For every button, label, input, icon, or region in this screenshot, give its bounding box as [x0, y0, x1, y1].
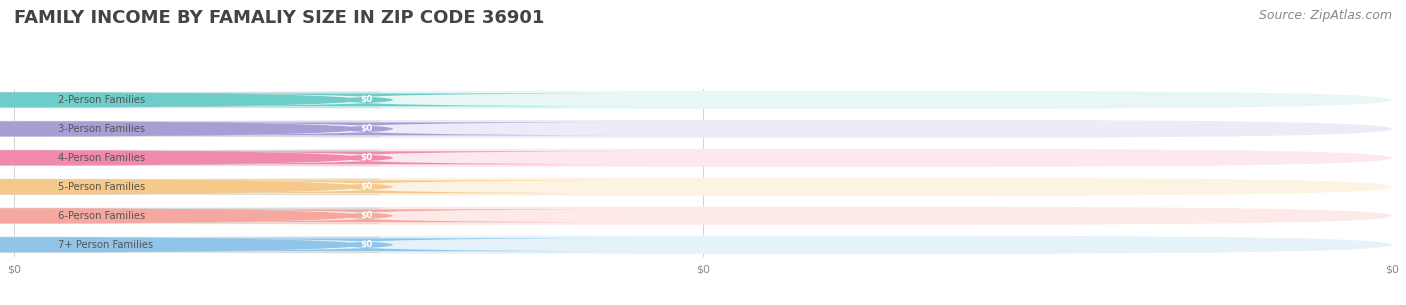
- Text: 6-Person Families: 6-Person Families: [58, 211, 145, 221]
- Text: $0: $0: [360, 124, 373, 133]
- Text: $0: $0: [360, 240, 373, 249]
- FancyBboxPatch shape: [0, 179, 380, 195]
- FancyBboxPatch shape: [86, 238, 648, 251]
- Circle shape: [0, 209, 357, 223]
- Text: $0: $0: [360, 153, 373, 162]
- Circle shape: [0, 152, 316, 164]
- Circle shape: [0, 94, 316, 106]
- FancyBboxPatch shape: [14, 207, 1392, 225]
- Circle shape: [0, 122, 357, 136]
- FancyBboxPatch shape: [86, 151, 648, 164]
- Text: $0: $0: [360, 182, 373, 191]
- FancyBboxPatch shape: [0, 208, 380, 224]
- Circle shape: [0, 239, 316, 251]
- FancyBboxPatch shape: [0, 237, 380, 253]
- Circle shape: [0, 181, 316, 193]
- Text: Source: ZipAtlas.com: Source: ZipAtlas.com: [1258, 9, 1392, 22]
- Circle shape: [0, 123, 316, 135]
- Text: 4-Person Families: 4-Person Families: [58, 153, 145, 163]
- Text: 7+ Person Families: 7+ Person Families: [58, 240, 153, 250]
- FancyBboxPatch shape: [14, 149, 1392, 167]
- Text: 5-Person Families: 5-Person Families: [58, 182, 145, 192]
- Text: 2-Person Families: 2-Person Families: [58, 95, 145, 105]
- FancyBboxPatch shape: [0, 92, 380, 108]
- FancyBboxPatch shape: [0, 150, 380, 166]
- Text: FAMILY INCOME BY FAMALIY SIZE IN ZIP CODE 36901: FAMILY INCOME BY FAMALIY SIZE IN ZIP COD…: [14, 9, 544, 27]
- FancyBboxPatch shape: [14, 236, 1392, 254]
- Circle shape: [0, 238, 357, 252]
- FancyBboxPatch shape: [86, 122, 648, 135]
- Circle shape: [0, 93, 357, 107]
- FancyBboxPatch shape: [86, 180, 648, 193]
- FancyBboxPatch shape: [14, 178, 1392, 196]
- Circle shape: [0, 151, 357, 165]
- Circle shape: [0, 210, 316, 222]
- FancyBboxPatch shape: [86, 209, 648, 222]
- Circle shape: [0, 180, 357, 194]
- Text: 3-Person Families: 3-Person Families: [58, 124, 145, 134]
- FancyBboxPatch shape: [86, 93, 648, 106]
- Text: $0: $0: [360, 211, 373, 220]
- Text: $0: $0: [360, 95, 373, 104]
- FancyBboxPatch shape: [14, 120, 1392, 138]
- FancyBboxPatch shape: [14, 91, 1392, 109]
- FancyBboxPatch shape: [0, 121, 380, 137]
